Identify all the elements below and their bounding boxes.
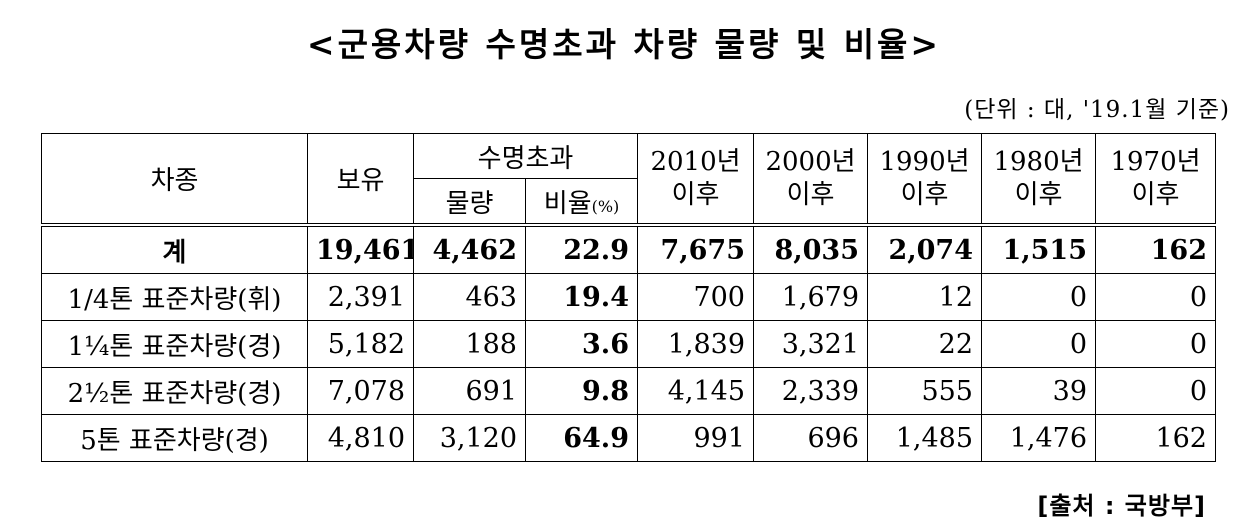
header-1970: 1970년 이후 bbox=[1095, 133, 1216, 227]
cell-qty: 4,462 bbox=[413, 224, 526, 274]
cell-1970: 162 bbox=[1095, 414, 1216, 462]
cell-2000: 3,321 bbox=[753, 320, 868, 368]
table-title: <군용차량 수명초과 차량 물량 및 비율> bbox=[306, 25, 942, 64]
row-name: 1/4톤 표준차량(휘) bbox=[41, 273, 308, 321]
cell-1980: 0 bbox=[981, 320, 1096, 368]
table-row: 1¼톤 표준차량(경) 5,182 188 3.6 1,839 3,321 22… bbox=[41, 320, 1216, 368]
row-name: 계 bbox=[41, 224, 308, 274]
cell-hold: 7,078 bbox=[307, 367, 414, 415]
cell-2010: 700 bbox=[637, 273, 754, 321]
cell-1990: 12 bbox=[867, 273, 982, 321]
table-row: 1/4톤 표준차량(휘) 2,391 463 19.4 700 1,679 12… bbox=[41, 273, 1216, 321]
cell-2000: 2,339 bbox=[753, 367, 868, 415]
cell-1980: 39 bbox=[981, 367, 1096, 415]
cell-1970: 162 bbox=[1095, 224, 1216, 274]
cell-2010: 7,675 bbox=[637, 224, 754, 274]
cell-1990: 555 bbox=[867, 367, 982, 415]
table-row: 2½톤 표준차량(경) 7,078 691 9.8 4,145 2,339 55… bbox=[41, 367, 1216, 415]
header-2010: 2010년 이후 bbox=[637, 133, 754, 227]
cell-1990: 2,074 bbox=[867, 224, 982, 274]
cell-ratio: 22.9 bbox=[525, 224, 638, 274]
cell-qty: 691 bbox=[413, 367, 526, 415]
cell-2000: 696 bbox=[753, 414, 868, 462]
row-name: 1¼톤 표준차량(경) bbox=[41, 320, 308, 368]
cell-hold: 5,182 bbox=[307, 320, 414, 368]
cell-1980: 1,515 bbox=[981, 224, 1096, 274]
row-name: 5톤 표준차량(경) bbox=[41, 414, 308, 462]
cell-2000: 8,035 bbox=[753, 224, 868, 274]
cell-1970: 0 bbox=[1095, 273, 1216, 321]
cell-qty: 188 bbox=[413, 320, 526, 368]
cell-hold: 19,461 bbox=[307, 224, 414, 274]
cell-1970: 0 bbox=[1095, 320, 1216, 368]
cell-qty: 3,120 bbox=[413, 414, 526, 462]
row-name: 2½톤 표준차량(경) bbox=[41, 367, 308, 415]
header-1980: 1980년 이후 bbox=[981, 133, 1096, 227]
table-row-total: 계 19,461 4,462 22.9 7,675 8,035 2,074 1,… bbox=[41, 224, 1216, 274]
cell-1990: 22 bbox=[867, 320, 982, 368]
header-qty: 물량 bbox=[413, 178, 526, 227]
cell-1970: 0 bbox=[1095, 367, 1216, 415]
header-type: 차종 bbox=[41, 133, 308, 227]
cell-1990: 1,485 bbox=[867, 414, 982, 462]
cell-qty: 463 bbox=[413, 273, 526, 321]
cell-ratio: 3.6 bbox=[525, 320, 638, 368]
table-row: 5톤 표준차량(경) 4,810 3,120 64.9 991 696 1,48… bbox=[41, 414, 1216, 462]
header-2000: 2000년 이후 bbox=[753, 133, 868, 227]
cell-2010: 4,145 bbox=[637, 367, 754, 415]
cell-1980: 1,476 bbox=[981, 414, 1096, 462]
vehicle-table: 차종 보유 수명초과 2010년 이후 2000년 이후 1990년 이후 1980년… bbox=[41, 133, 1216, 462]
header-over: 수명초과 bbox=[413, 133, 638, 179]
cell-hold: 2,391 bbox=[307, 273, 414, 321]
header-hold: 보유 bbox=[307, 133, 414, 227]
cell-2000: 1,679 bbox=[753, 273, 868, 321]
header-1990: 1990년 이후 bbox=[867, 133, 982, 227]
cell-ratio: 9.8 bbox=[525, 367, 638, 415]
cell-2010: 1,839 bbox=[637, 320, 754, 368]
source-note: [출처 : 국방부] bbox=[1037, 492, 1206, 520]
cell-2010: 991 bbox=[637, 414, 754, 462]
cell-ratio: 64.9 bbox=[525, 414, 638, 462]
cell-ratio: 19.4 bbox=[525, 273, 638, 321]
header-ratio: 비율(%) bbox=[525, 178, 638, 227]
unit-note: (단위 : 대, '19.1월 기준) bbox=[964, 97, 1230, 123]
cell-1980: 0 bbox=[981, 273, 1096, 321]
cell-hold: 4,810 bbox=[307, 414, 414, 462]
